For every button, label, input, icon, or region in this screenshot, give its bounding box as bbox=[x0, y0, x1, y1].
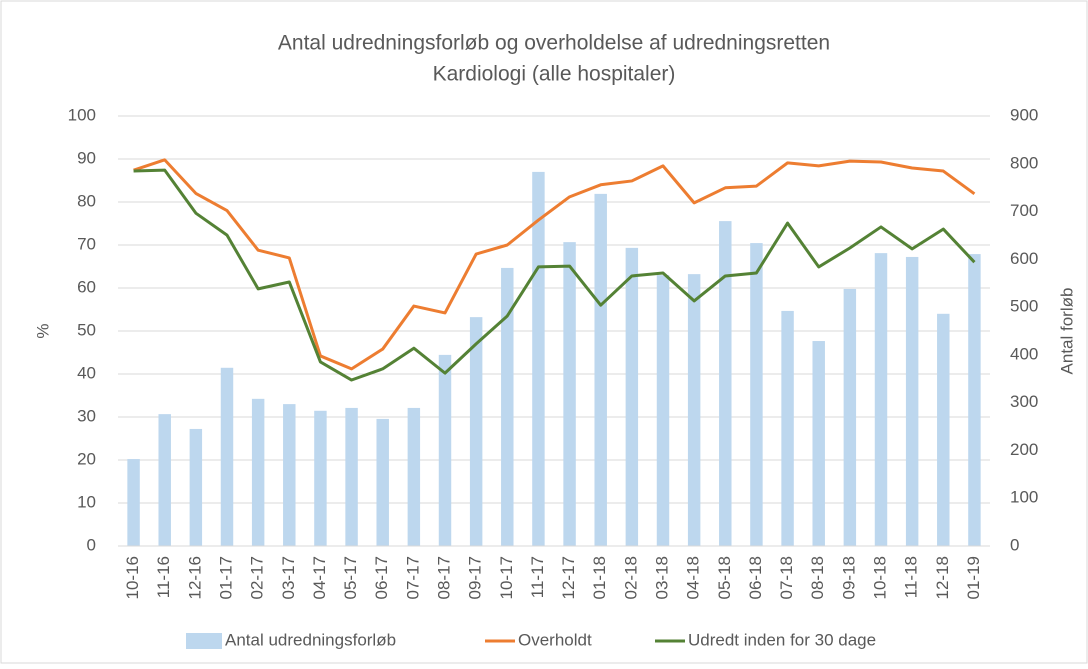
bar bbox=[687, 274, 701, 546]
y2-tick-label: 600 bbox=[1010, 249, 1038, 268]
y-tick-label: 90 bbox=[77, 148, 96, 167]
x-tick-label: 08-18 bbox=[808, 556, 827, 599]
bar bbox=[656, 275, 670, 546]
bar bbox=[874, 253, 888, 546]
x-tick-label: 10-18 bbox=[870, 556, 889, 599]
bar bbox=[407, 407, 421, 546]
x-tick-label: 12-17 bbox=[559, 556, 578, 599]
x-tick-label: 11-17 bbox=[528, 556, 547, 598]
line bbox=[133, 168, 976, 382]
y2-tick-label: 500 bbox=[1010, 297, 1038, 316]
bar bbox=[158, 414, 171, 546]
y2-tick-label: 900 bbox=[1010, 105, 1038, 124]
x-tick-label: 09-18 bbox=[839, 556, 858, 599]
bar bbox=[220, 367, 234, 546]
y-tick-label: 100 bbox=[68, 105, 96, 124]
y-tick-label: 10 bbox=[77, 492, 96, 511]
bar bbox=[937, 313, 950, 546]
bar bbox=[594, 193, 607, 546]
x-tick-label: 11-18 bbox=[902, 556, 921, 598]
x-tick-label: 06-17 bbox=[372, 556, 391, 599]
bar bbox=[189, 428, 203, 546]
bar bbox=[750, 243, 763, 547]
y2-tick-label: 700 bbox=[1010, 201, 1038, 220]
y2-tick-label: 100 bbox=[1010, 488, 1038, 507]
y2-tick-label: 200 bbox=[1010, 440, 1038, 459]
y2-axis-label: Antal forløb bbox=[1057, 288, 1076, 375]
x-tick-label: 09-17 bbox=[466, 556, 485, 599]
x-tick-label: 01-18 bbox=[590, 556, 609, 599]
x-tick-label: 04-18 bbox=[684, 556, 703, 599]
y-tick-label: 70 bbox=[77, 234, 96, 253]
y-tick-label: 80 bbox=[77, 191, 96, 210]
x-tick-label: 11-16 bbox=[154, 556, 173, 598]
x-tick-label: 10-17 bbox=[497, 556, 516, 599]
chart-title: Antal udredningsforløb og overholdelse a… bbox=[278, 32, 830, 55]
bar bbox=[127, 459, 140, 546]
x-tick-label: 10-16 bbox=[123, 556, 142, 599]
bar bbox=[376, 418, 389, 546]
x-tick-label: 12-16 bbox=[185, 556, 204, 599]
x-tick-label: 05-17 bbox=[341, 556, 360, 599]
bar bbox=[314, 410, 327, 546]
x-tick-label: 01-19 bbox=[964, 556, 983, 599]
y-tick-label: 30 bbox=[77, 406, 96, 425]
bar bbox=[968, 254, 981, 547]
x-tick-label: 03-17 bbox=[279, 556, 298, 599]
bar bbox=[532, 171, 545, 546]
line bbox=[133, 158, 976, 371]
y-tick-label: 50 bbox=[77, 320, 96, 339]
y-axis-label: % bbox=[33, 323, 52, 338]
bar bbox=[251, 398, 265, 546]
x-tick-label: 01-17 bbox=[216, 556, 235, 599]
y-tick-label: 0 bbox=[87, 535, 96, 554]
legend-label: Udredt inden for 30 dage bbox=[688, 630, 876, 649]
x-tick-label: 07-18 bbox=[777, 556, 796, 599]
bar bbox=[563, 242, 576, 546]
y-tick-label: 60 bbox=[77, 277, 96, 296]
legend-swatch bbox=[186, 633, 222, 649]
bar bbox=[501, 267, 514, 546]
y2-tick-label: 0 bbox=[1010, 535, 1019, 554]
bar bbox=[438, 354, 452, 546]
x-tick-label: 08-17 bbox=[434, 556, 453, 599]
x-tick-label: 02-18 bbox=[621, 556, 640, 599]
y2-tick-label: 800 bbox=[1010, 153, 1038, 172]
x-tick-label: 02-17 bbox=[248, 556, 267, 599]
y-tick-label: 20 bbox=[77, 449, 96, 468]
bar bbox=[719, 221, 732, 546]
x-tick-label: 03-18 bbox=[652, 556, 671, 599]
bar bbox=[812, 341, 825, 546]
bar bbox=[469, 317, 483, 546]
x-tick-label: 12-18 bbox=[933, 556, 952, 599]
bar bbox=[905, 256, 919, 546]
y2-tick-label: 400 bbox=[1010, 344, 1038, 363]
y2-tick-label: 300 bbox=[1010, 392, 1038, 411]
bar bbox=[843, 288, 857, 546]
legend-label: Antal udredningsforløb bbox=[225, 630, 396, 649]
y-tick-label: 40 bbox=[77, 363, 96, 382]
x-tick-label: 05-18 bbox=[715, 556, 734, 599]
bar bbox=[625, 247, 639, 546]
x-tick-label: 06-18 bbox=[746, 556, 765, 599]
x-tick-label: 07-17 bbox=[403, 556, 422, 599]
bar bbox=[345, 407, 358, 546]
bar bbox=[283, 404, 296, 546]
x-tick-label: 04-17 bbox=[310, 556, 329, 599]
chart-subtitle: Kardiologi (alle hospitaler) bbox=[433, 63, 676, 86]
bar bbox=[781, 310, 794, 546]
legend-label: Overholdt bbox=[518, 630, 592, 649]
